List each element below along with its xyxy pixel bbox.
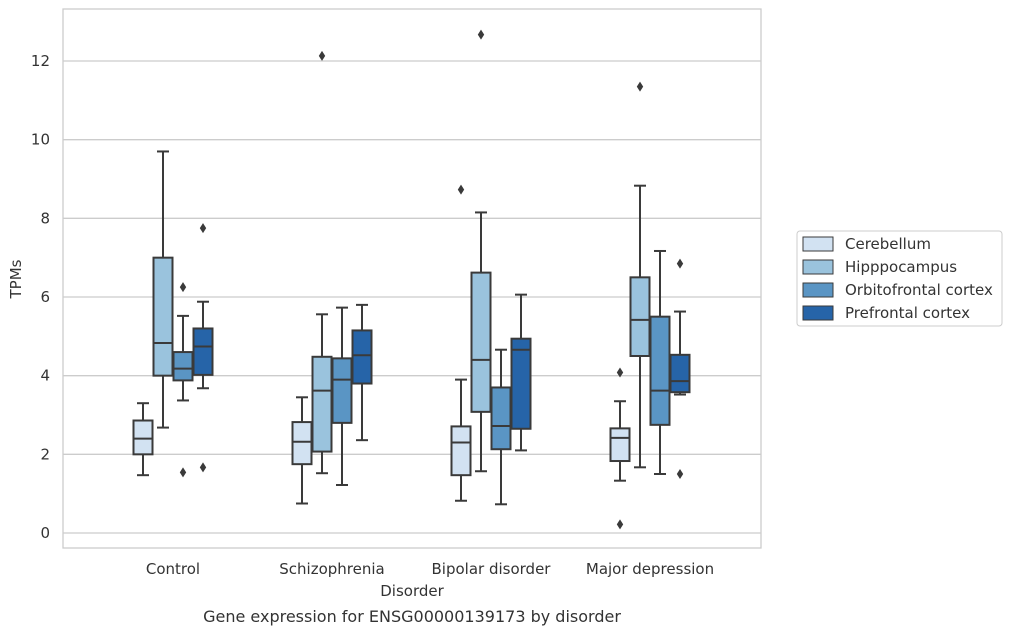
y-tick-label: 8 — [40, 209, 50, 227]
legend: Cerebellum Hipppocampus Orbitofrontal cort… — [796, 230, 1003, 327]
box-body — [490, 386, 512, 451]
x-axis-label: Disorder — [380, 582, 444, 600]
outlier-point — [199, 462, 207, 473]
box-cerebellum — [609, 367, 631, 530]
box-body — [629, 276, 651, 358]
box-cerebellum — [132, 402, 154, 477]
box-body — [192, 327, 214, 376]
legend-swatch — [802, 236, 834, 252]
legend-frame — [796, 230, 1003, 327]
legend-swatch — [802, 259, 834, 275]
box-prefrontal-cortex — [510, 293, 532, 452]
box-orbitofrontal-cortex — [490, 348, 512, 506]
y-tick-label: 2 — [40, 445, 50, 463]
legend-label: Orbitofrontal cortex — [845, 281, 993, 299]
box-body — [510, 337, 532, 430]
y-tick-label: 10 — [31, 131, 50, 149]
legend-swatch — [802, 282, 834, 298]
box-orbitofrontal-cortex — [649, 249, 671, 475]
y-tick-label: 4 — [40, 367, 50, 385]
box-body — [152, 256, 174, 377]
box-body — [669, 353, 691, 394]
y-axis-label: TPMs — [7, 259, 25, 299]
outlier-point — [676, 469, 684, 479]
outlier-point — [457, 184, 465, 195]
legend-swatch — [802, 305, 834, 321]
box-orbitofrontal-cortex — [331, 306, 353, 487]
box-body — [132, 419, 154, 456]
box-body — [291, 421, 313, 466]
box-body — [311, 355, 333, 453]
box-body — [351, 329, 373, 385]
box-cerebellum — [450, 184, 472, 502]
y-tick-labels: 0 2 4 6 8 10 12 — [31, 52, 50, 542]
box-body — [649, 315, 671, 426]
box-series-group — [132, 29, 691, 530]
legend-label: Prefrontal cortex — [845, 304, 970, 322]
x-tick-label: Control — [146, 560, 200, 578]
y-tick-label: 6 — [40, 288, 50, 306]
outlier-point — [616, 519, 624, 530]
y-tick-label: 12 — [31, 52, 50, 70]
box-body — [609, 427, 631, 463]
x-tick-label: Schizophrenia — [279, 560, 384, 578]
box-prefrontal-cortex — [669, 258, 691, 479]
outlier-point — [676, 258, 684, 269]
box-hipppocampus — [311, 50, 333, 475]
box-prefrontal-cortex — [351, 303, 373, 442]
outlier-point — [179, 467, 187, 478]
x-tick-label: Bipolar disorder — [432, 560, 552, 578]
outlier-point — [199, 223, 207, 234]
outlier-point — [636, 81, 644, 92]
outlier-point — [616, 367, 624, 378]
box-body — [172, 351, 194, 382]
box-body — [450, 425, 472, 477]
outlier-point — [318, 50, 326, 61]
box-hipppocampus — [629, 81, 651, 469]
legend-label: Hipppocampus — [845, 258, 957, 276]
y-tick-label: 0 — [40, 524, 50, 542]
box-body — [331, 357, 353, 424]
chart-title: Gene expression for ENSG00000139173 by d… — [203, 607, 621, 626]
x-tick-labels: Control Schizophrenia Bipolar disorder Majo… — [146, 560, 714, 578]
outlier-point — [477, 29, 485, 40]
box-hipppocampus — [152, 150, 174, 429]
legend-label: Cerebellum — [845, 235, 931, 253]
outlier-point — [179, 282, 187, 293]
box-cerebellum — [291, 396, 313, 505]
box-prefrontal-cortex — [192, 223, 214, 473]
box-orbitofrontal-cortex — [172, 282, 194, 478]
box-body — [470, 271, 492, 413]
box-hipppocampus — [470, 29, 492, 473]
plot-frame — [62, 8, 762, 549]
x-tick-label: Major depression — [586, 560, 714, 578]
